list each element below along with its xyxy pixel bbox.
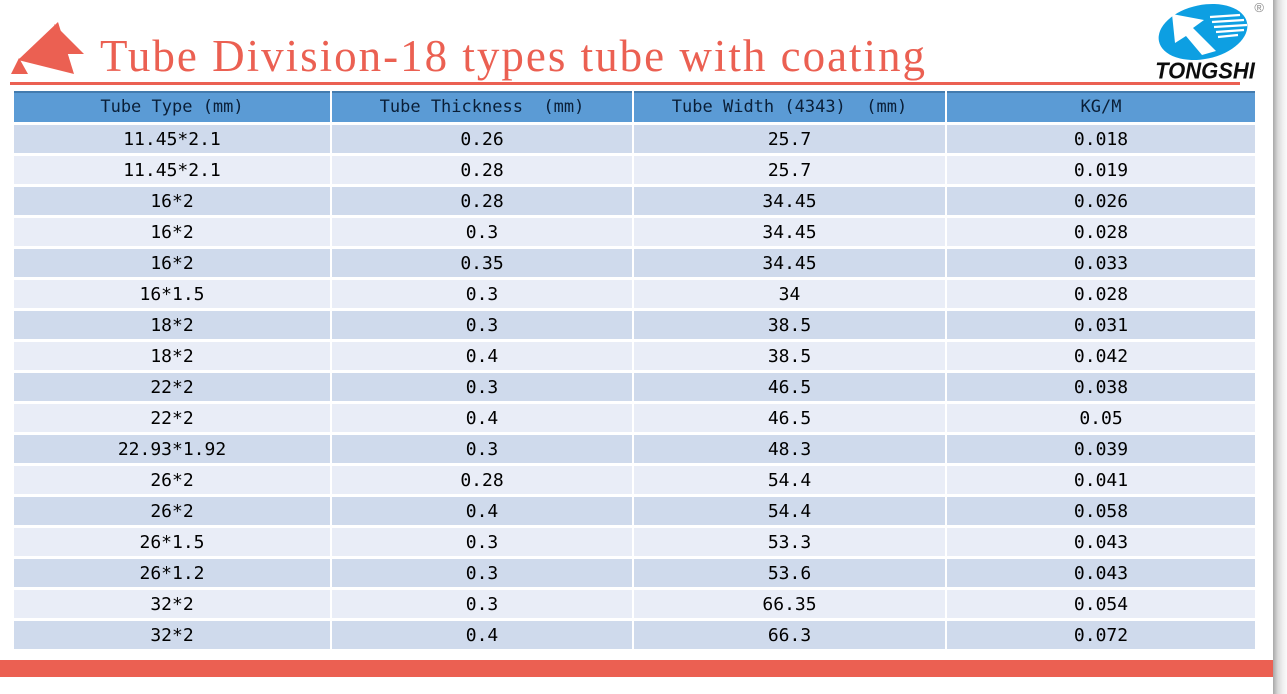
table-cell: 54.4	[634, 497, 945, 525]
table-cell: 26*1.5	[14, 528, 330, 556]
bottom-red-bar	[0, 660, 1273, 677]
table-cell: 0.028	[947, 218, 1255, 246]
table-cell: 0.3	[332, 559, 632, 587]
table-cell: 0.28	[332, 466, 632, 494]
spec-table: Tube Type (mm) Tube Thickness (mm) Tube …	[14, 91, 1255, 649]
table-cell: 11.45*2.1	[14, 156, 330, 184]
table-cell: 0.039	[947, 435, 1255, 463]
table-cell: 32*2	[14, 590, 330, 618]
table-cell: 16*2	[14, 187, 330, 215]
table-cell: 18*2	[14, 311, 330, 339]
column-header-tube-type: Tube Type (mm)	[14, 91, 330, 122]
table-cell: 53.6	[634, 559, 945, 587]
table-cell: 0.05	[947, 404, 1255, 432]
table-cell: 34.45	[634, 249, 945, 277]
table-cell: 0.4	[332, 497, 632, 525]
table-cell: 0.043	[947, 559, 1255, 587]
table-cell: 26*1.2	[14, 559, 330, 587]
table-cell: 0.038	[947, 373, 1255, 401]
brand-name: TONGSHI	[1155, 57, 1255, 84]
table-cell: 32*2	[14, 621, 330, 649]
table-cell: 0.4	[332, 404, 632, 432]
table-cell: 26*2	[14, 497, 330, 525]
table-cell: 0.018	[947, 125, 1255, 153]
table-cell: 0.072	[947, 621, 1255, 649]
table-cell: 34.45	[634, 218, 945, 246]
table-cell: 0.3	[332, 435, 632, 463]
table-cell: 0.3	[332, 590, 632, 618]
tongshi-logo: ® TONGSHI	[1140, 0, 1270, 88]
table-cell: 11.45*2.1	[14, 125, 330, 153]
table-cell: 34	[634, 280, 945, 308]
column-header-tube-thickness: Tube Thickness (mm)	[332, 91, 632, 122]
table-cell: 53.3	[634, 528, 945, 556]
table-cell: 34.45	[634, 187, 945, 215]
table-cell: 0.058	[947, 497, 1255, 525]
table-cell: 16*2	[14, 249, 330, 277]
table-cell: 0.054	[947, 590, 1255, 618]
blue-ellipse-arrow-icon	[1158, 3, 1248, 61]
table-cell: 25.7	[634, 156, 945, 184]
table-cell: 0.3	[332, 311, 632, 339]
table-cell: 0.35	[332, 249, 632, 277]
table-cell: 16*1.5	[14, 280, 330, 308]
table-cell: 46.5	[634, 404, 945, 432]
table-cell: 48.3	[634, 435, 945, 463]
table-cell: 18*2	[14, 342, 330, 370]
table-cell: 0.4	[332, 342, 632, 370]
table-cell: 0.3	[332, 280, 632, 308]
table-cell: 26*2	[14, 466, 330, 494]
table-cell: 0.3	[332, 528, 632, 556]
page-edge-shadow	[1273, 0, 1287, 694]
registered-trademark: ®	[1254, 0, 1264, 15]
table-cell: 0.4	[332, 621, 632, 649]
table-cell: 22*2	[14, 404, 330, 432]
table-cell: 0.3	[332, 373, 632, 401]
column-header-tube-width: Tube Width (4343) (mm)	[634, 91, 945, 122]
table-cell: 0.042	[947, 342, 1255, 370]
table-cell: 54.4	[634, 466, 945, 494]
table-cell: 25.7	[634, 125, 945, 153]
table-cell: 0.26	[332, 125, 632, 153]
table-cell: 38.5	[634, 311, 945, 339]
table-cell: 16*2	[14, 218, 330, 246]
table-cell: 46.5	[634, 373, 945, 401]
table-cell: 22*2	[14, 373, 330, 401]
table-cell: 0.028	[947, 280, 1255, 308]
table-cell: 0.28	[332, 156, 632, 184]
table-cell: 0.28	[332, 187, 632, 215]
table-cell: 0.019	[947, 156, 1255, 184]
title-underline	[10, 82, 1240, 85]
table-cell: 0.031	[947, 311, 1255, 339]
table-cell: 66.35	[634, 590, 945, 618]
table-cell: 66.3	[634, 621, 945, 649]
table-cell: 0.033	[947, 249, 1255, 277]
page-title: Tube Division-18 types tube with coating	[100, 31, 928, 81]
table-cell: 0.3	[332, 218, 632, 246]
red-arrow-icon	[11, 22, 84, 74]
table-cell: 38.5	[634, 342, 945, 370]
table-cell: 0.026	[947, 187, 1255, 215]
table-cell: 0.041	[947, 466, 1255, 494]
column-header-kg-m: KG/M	[947, 91, 1255, 122]
table-cell: 0.043	[947, 528, 1255, 556]
table-cell: 22.93*1.92	[14, 435, 330, 463]
